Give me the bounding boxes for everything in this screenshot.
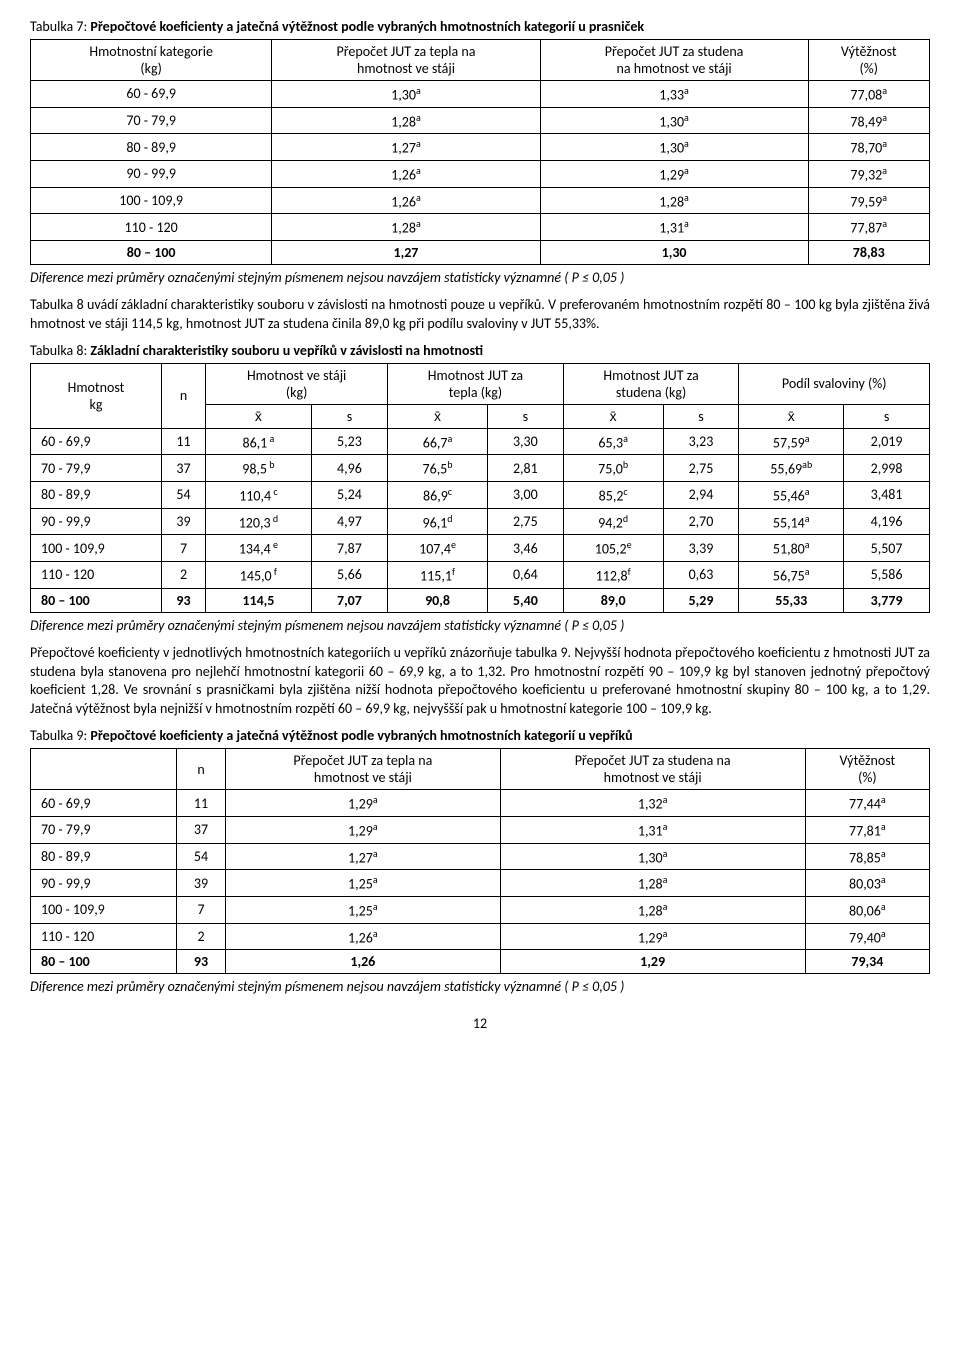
t9-h4: Přepočet JUT za studena nahmotnost ve st…: [500, 749, 805, 790]
table7-prefix: Tabulka 7:: [30, 18, 90, 35]
t8-s: s: [311, 404, 387, 428]
t8-h3: Hmotnost ve stáji(kg): [206, 363, 388, 404]
diff-note-1: Diference mezi průměry označenými stejný…: [30, 269, 930, 286]
t8-h6: Podíl svaloviny (%): [739, 363, 930, 404]
table-row: 80 - 89,91,27a1,30a78,70a: [31, 134, 930, 161]
t9-h5: Výtěžnost(%): [805, 749, 929, 790]
t7-h4: Výtěžnost(%): [808, 40, 930, 81]
t8-h5: Hmotnost JUT zastudena (kg): [563, 363, 739, 404]
t8-s: s: [663, 404, 739, 428]
paragraph-1: Tabulka 8 uvádí základní charakteristiky…: [30, 296, 930, 334]
table-row: 80 - 89,9541,27a1,30a78,85a: [31, 843, 930, 870]
table7-title: Tabulka 7: Přepočtové koeficienty a jate…: [30, 18, 930, 35]
t8-s: s: [487, 404, 563, 428]
table-summary-row: 80 – 1001,271,3078,83: [31, 240, 930, 264]
paragraph-2: Přepočtové koeficienty v jednotlivých hm…: [30, 644, 930, 720]
table-row: 60 - 69,91186,1 a5,2366,7a3,3065,3a3,235…: [31, 428, 930, 455]
table9-title: Tabulka 9: Přepočtové koeficienty a jate…: [30, 727, 930, 744]
table-row: 80 - 89,954110,4 c5,2486,9c3,0085,2c2,94…: [31, 482, 930, 509]
diff-note-3: Diference mezi průměry označenými stejný…: [30, 978, 930, 995]
page-number: 12: [30, 1015, 930, 1032]
table-row: 110 - 1202145,0 f5,66115,1f0,64112,8f0,6…: [31, 562, 930, 589]
table7-title-text: Přepočtové koeficienty a jatečná výtěžno…: [90, 18, 644, 35]
diff-note-2: Diference mezi průměry označenými stejný…: [30, 617, 930, 634]
t8-xbar: x̄: [563, 404, 663, 428]
table-row: 70 - 79,93798,5 b4,9676,5b2,8175,0b2,755…: [31, 455, 930, 482]
table8-title: Tabulka 8: Základní charakteristiky soub…: [30, 342, 930, 359]
table-row: 90 - 99,939120,3 d4,9796,1d2,7594,2d2,70…: [31, 508, 930, 535]
t7-h2: Přepočet JUT za tepla nahmotnost ve stáj…: [272, 40, 540, 81]
table8: Hmotnostkg n Hmotnost ve stáji(kg) Hmotn…: [30, 363, 930, 613]
table-row: 90 - 99,91,26a1,29a79,32a: [31, 160, 930, 187]
t9-h3: Přepočet JUT za tepla nahmotnost ve stáj…: [226, 749, 500, 790]
table7: Hmotnostní kategorie(kg) Přepočet JUT za…: [30, 39, 930, 265]
t8-s: s: [844, 404, 930, 428]
table9-title-text: Přepočtové koeficienty a jatečná výtěžno…: [90, 727, 632, 744]
table9-prefix: Tabulka 9:: [30, 727, 90, 744]
t9-h1: [31, 749, 177, 790]
table-row: 60 - 69,9111,29a1,32a77,44a: [31, 790, 930, 817]
table8-prefix: Tabulka 8:: [30, 342, 90, 359]
table-summary-row: 80 – 10093114,57,0790,85,4089,05,2955,33…: [31, 588, 930, 612]
table-row: 70 - 79,9371,29a1,31a77,81a: [31, 816, 930, 843]
t9-h2: n: [176, 749, 225, 790]
t7-h1: Hmotnostní kategorie(kg): [31, 40, 272, 81]
t8-xbar: x̄: [206, 404, 312, 428]
table8-title-text: Základní charakteristiky souboru u vepří…: [90, 342, 483, 359]
table-row: 110 - 12021,26a1,29a79,40a: [31, 923, 930, 950]
t7-h3: Přepočet JUT za studenana hmotnost ve st…: [540, 40, 808, 81]
table-row: 90 - 99,9391,25a1,28a80,03a: [31, 870, 930, 897]
t8-h2: n: [161, 363, 205, 428]
table9: n Přepočet JUT za tepla nahmotnost ve st…: [30, 748, 930, 974]
t8-xbar: x̄: [739, 404, 844, 428]
table-row: 110 - 1201,28a1,31a77,87a: [31, 214, 930, 241]
t8-xbar: x̄: [388, 404, 488, 428]
table-summary-row: 80 – 100931,261,2979,34: [31, 950, 930, 974]
t8-h1: Hmotnostkg: [31, 363, 162, 428]
table-row: 60 - 69,91,30a1,33a77,08a: [31, 81, 930, 108]
table-row: 100 - 109,91,26a1,28a79,59a: [31, 187, 930, 214]
table-row: 100 - 109,97134,4 e7,87107,4e3,46105,2e3…: [31, 535, 930, 562]
t8-h4: Hmotnost JUT zatepla (kg): [388, 363, 564, 404]
table-row: 70 - 79,91,28a1,30a78,49a: [31, 107, 930, 134]
table-row: 100 - 109,971,25a1,28a80,06a: [31, 896, 930, 923]
